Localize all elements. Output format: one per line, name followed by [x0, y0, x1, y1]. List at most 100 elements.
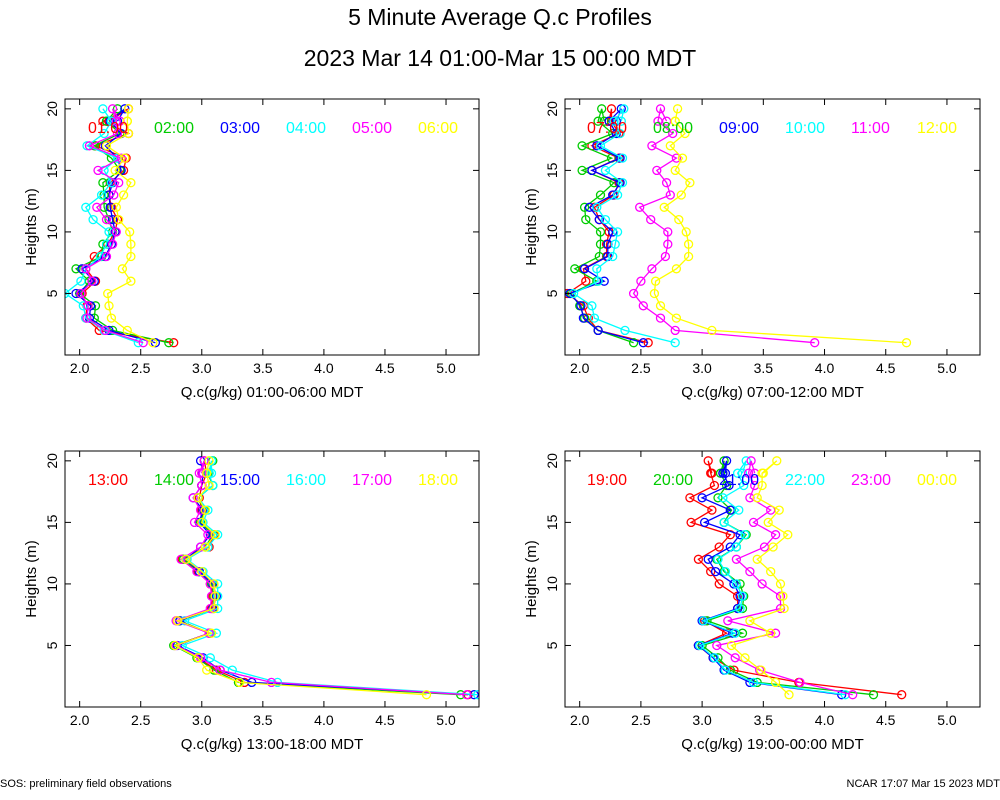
x-tick-label: 2.5 [131, 712, 151, 728]
legend-entry: 10:00 [785, 120, 825, 137]
data-point [85, 301, 96, 311]
data-point [663, 239, 673, 249]
data-point [473, 690, 479, 700]
data-point [197, 517, 207, 528]
chart-panel-2: 2.0 2.5 3.0 3.5 4.0 4.5 5.0 5 10 15 20 Q.c(g/kg) 07… [523, 98, 981, 401]
data-point [126, 239, 136, 249]
data-point [731, 554, 742, 564]
series-2200 [695, 456, 850, 700]
data-point [111, 202, 121, 212]
data-point [652, 165, 662, 176]
data-point [206, 456, 217, 466]
data-point [581, 214, 591, 225]
data-point [123, 104, 134, 114]
data-point [105, 202, 115, 212]
data-point [737, 628, 748, 638]
data-point [104, 227, 114, 237]
data-point [758, 468, 768, 478]
data-point [674, 214, 684, 225]
footer-right: NCAR 17:07 Mar 15 2023 MDT [847, 778, 1000, 790]
data-point [720, 468, 731, 478]
data-point [676, 190, 686, 200]
data-point [735, 603, 745, 614]
data-point [597, 104, 607, 114]
data-point [210, 591, 220, 601]
plot-frame [564, 98, 981, 356]
data-point [901, 338, 912, 348]
series-line [180, 460, 478, 696]
data-point [117, 264, 128, 274]
legend-entry: 13:00 [88, 472, 128, 489]
data-point [659, 202, 669, 212]
data-point [734, 505, 744, 515]
data-point [868, 690, 879, 700]
data-point [775, 591, 786, 601]
data-point [83, 301, 93, 311]
data-point [587, 165, 597, 176]
series-line [174, 460, 467, 696]
y-tick-label: 15 [44, 162, 60, 178]
data-point [697, 493, 707, 503]
plot-frame [64, 98, 480, 356]
data-point [848, 690, 858, 700]
data-point [677, 153, 688, 163]
data-point [752, 554, 762, 564]
data-point [81, 264, 91, 274]
data-point [195, 505, 206, 515]
legend-entry: 09:00 [719, 120, 759, 137]
x-tick-label: 2.0 [70, 360, 90, 376]
y-tick-label: 5 [544, 641, 560, 649]
data-point [594, 214, 604, 225]
y-tick-label: 10 [44, 576, 60, 592]
data-point [638, 301, 648, 311]
y-tick-label: 20 [44, 101, 60, 117]
legend-entry: 05:00 [352, 120, 392, 137]
series-1700 [171, 456, 472, 700]
series-line [80, 108, 144, 344]
data-point [740, 530, 750, 540]
data-point [649, 288, 660, 299]
legend-entry: 12:00 [917, 120, 957, 137]
data-point [599, 276, 609, 286]
data-point [123, 128, 134, 139]
x-tick-label: 4.5 [375, 360, 395, 376]
x-tick-label: 3.0 [692, 712, 712, 728]
legend-entry: 16:00 [286, 472, 326, 489]
data-point [203, 530, 213, 540]
series-1400 [169, 456, 466, 700]
x-tick-label: 5.0 [436, 712, 456, 728]
data-point [88, 214, 98, 225]
data-point [779, 603, 789, 614]
data-point [730, 653, 740, 663]
data-point [71, 264, 81, 274]
data-point [723, 616, 733, 626]
data-point [122, 116, 132, 126]
data-point [714, 542, 724, 552]
data-point [570, 264, 580, 274]
data-point [577, 165, 587, 176]
data-point [707, 325, 717, 336]
series-0000 [726, 456, 794, 700]
data-point [600, 214, 611, 225]
series-line [715, 460, 853, 696]
data-point [193, 653, 203, 663]
data-point [599, 116, 609, 126]
data-point [589, 313, 600, 323]
data-point [595, 190, 606, 200]
data-point [593, 325, 603, 336]
data-point [709, 653, 720, 663]
series-1300 [170, 456, 473, 700]
data-point [198, 653, 208, 663]
data-point [104, 301, 114, 311]
data-point [579, 202, 590, 212]
data-point [204, 480, 214, 491]
data-point [655, 301, 666, 311]
data-point [707, 505, 717, 515]
data-point [266, 677, 277, 688]
series-2300 [712, 456, 858, 700]
data-point [660, 251, 671, 262]
x-tick-label: 5.0 [937, 360, 957, 376]
data-point [635, 202, 645, 212]
y-tick-label: 10 [544, 576, 560, 592]
x-tick-label: 2.5 [131, 360, 151, 376]
